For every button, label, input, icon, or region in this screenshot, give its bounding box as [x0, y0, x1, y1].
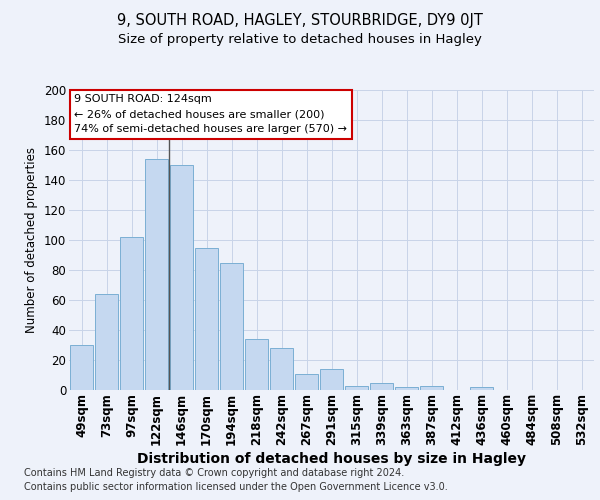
Text: Size of property relative to detached houses in Hagley: Size of property relative to detached ho…	[118, 32, 482, 46]
Text: 9, SOUTH ROAD, HAGLEY, STOURBRIDGE, DY9 0JT: 9, SOUTH ROAD, HAGLEY, STOURBRIDGE, DY9 …	[117, 12, 483, 28]
Bar	[119, 237, 143, 390]
Text: 9 SOUTH ROAD: 124sqm
← 26% of detached houses are smaller (200)
74% of semi-deta: 9 SOUTH ROAD: 124sqm ← 26% of detached h…	[74, 94, 347, 134]
X-axis label: Distribution of detached houses by size in Hagley: Distribution of detached houses by size …	[137, 452, 526, 466]
Bar	[194, 248, 218, 390]
Bar	[320, 369, 343, 390]
Text: Contains HM Land Registry data © Crown copyright and database right 2024.: Contains HM Land Registry data © Crown c…	[24, 468, 404, 477]
Bar	[344, 386, 368, 390]
Bar	[95, 294, 118, 390]
Bar	[295, 374, 319, 390]
Bar	[70, 345, 94, 390]
Bar	[395, 387, 418, 390]
Bar	[145, 159, 169, 390]
Y-axis label: Number of detached properties: Number of detached properties	[25, 147, 38, 333]
Text: Contains public sector information licensed under the Open Government Licence v3: Contains public sector information licen…	[24, 482, 448, 492]
Bar	[245, 339, 268, 390]
Bar	[470, 387, 493, 390]
Bar	[220, 262, 244, 390]
Bar	[419, 386, 443, 390]
Bar	[269, 348, 293, 390]
Bar	[370, 382, 394, 390]
Bar	[170, 165, 193, 390]
